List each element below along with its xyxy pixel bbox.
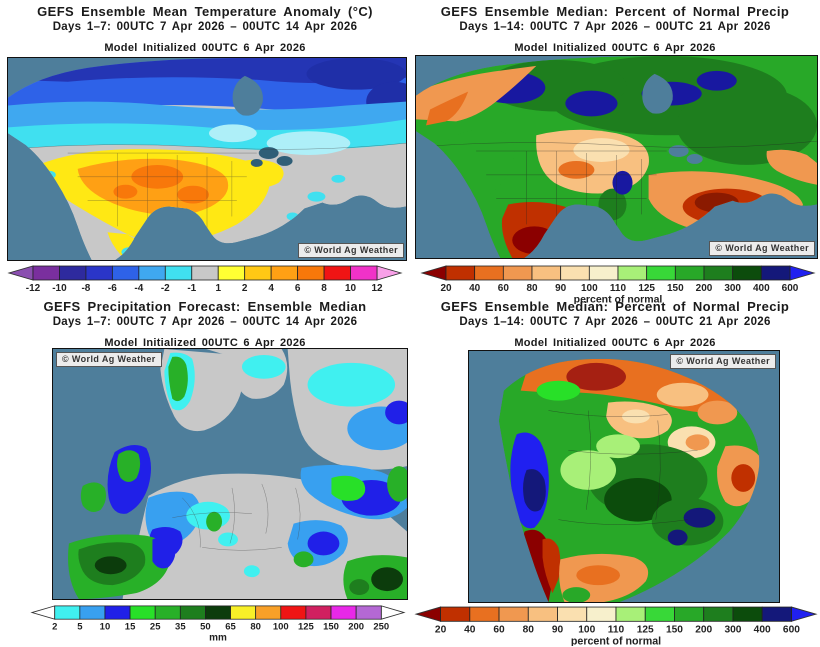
watermark-badge: © World Ag Weather bbox=[709, 241, 815, 256]
colorbar-graphic: 20 40 60 80 90 100 110 125 150 200 300 400 600 percen… bbox=[420, 265, 816, 305]
svg-text:400: 400 bbox=[753, 283, 770, 294]
europe-precip-map-graphic bbox=[53, 349, 407, 599]
svg-text:125: 125 bbox=[637, 625, 654, 636]
svg-text:200: 200 bbox=[348, 622, 364, 633]
svg-text:10: 10 bbox=[345, 283, 357, 294]
svg-text:15: 15 bbox=[125, 622, 136, 633]
svg-text:35: 35 bbox=[175, 622, 186, 633]
svg-text:600: 600 bbox=[782, 283, 799, 294]
svg-text:200: 200 bbox=[695, 625, 712, 636]
watermark-badge: © World Ag Weather bbox=[298, 243, 404, 258]
svg-text:300: 300 bbox=[724, 625, 741, 636]
percent-normal-colorbar: 20 40 60 80 90 100 110 125 150 200 300 400 600 percen… bbox=[420, 264, 816, 304]
svg-text:-2: -2 bbox=[161, 283, 170, 294]
svg-text:100: 100 bbox=[273, 622, 289, 633]
temperature-anomaly-map-graphic bbox=[8, 58, 406, 260]
svg-text:12: 12 bbox=[371, 283, 383, 294]
svg-text:-8: -8 bbox=[81, 283, 90, 294]
svg-text:percent of normal: percent of normal bbox=[571, 635, 661, 646]
svg-text:40: 40 bbox=[464, 625, 476, 636]
panel-sa-precip-percent: GEFS Ensemble Median: Percent of Normal … bbox=[410, 295, 820, 647]
svg-text:250: 250 bbox=[373, 622, 389, 633]
panel-subtitle: Days 1–7: 00UTC 7 Apr 2026 – 00UTC 14 Ap… bbox=[52, 316, 358, 328]
panel-title: GEFS Ensemble Median: Percent of Normal … bbox=[440, 4, 790, 19]
model-init-line: Model Initialized 00UTC 6 Apr 2026 bbox=[104, 337, 306, 349]
svg-text:-12: -12 bbox=[26, 283, 41, 294]
precip-percent-map-graphic bbox=[416, 56, 817, 258]
north-america-precip-map: © World Ag Weather bbox=[415, 55, 818, 259]
svg-text:125: 125 bbox=[638, 283, 655, 294]
svg-text:400: 400 bbox=[754, 625, 771, 636]
svg-text:125: 125 bbox=[298, 622, 315, 633]
panel-title: GEFS Ensemble Mean Temperature Anomaly (… bbox=[37, 4, 373, 19]
svg-text:65: 65 bbox=[225, 622, 236, 633]
svg-text:2: 2 bbox=[242, 283, 248, 294]
south-america-precip-map-graphic bbox=[469, 351, 779, 602]
svg-text:mm: mm bbox=[209, 633, 227, 642]
svg-text:100: 100 bbox=[581, 283, 598, 294]
svg-text:80: 80 bbox=[526, 283, 538, 294]
panel-subtitle: Days 1–7: 00UTC 7 Apr 2026 – 00UTC 14 Ap… bbox=[52, 21, 358, 33]
svg-text:80: 80 bbox=[250, 622, 261, 633]
svg-text:20: 20 bbox=[440, 283, 452, 294]
precip-mm-colorbar: 2 5 10 15 25 35 50 65 80 100 125 150 200 250 mm bbox=[30, 604, 406, 642]
watermark-badge: © World Ag Weather bbox=[56, 352, 162, 367]
model-init-line: Model Initialized 00UTC 6 Apr 2026 bbox=[514, 337, 716, 349]
model-init-line: Model Initialized 00UTC 6 Apr 2026 bbox=[514, 42, 716, 54]
svg-text:1: 1 bbox=[215, 283, 221, 294]
svg-text:110: 110 bbox=[610, 283, 627, 294]
panel-title: GEFS Precipitation Forecast: Ensemble Me… bbox=[43, 299, 367, 314]
svg-text:20: 20 bbox=[435, 625, 447, 636]
svg-text:8: 8 bbox=[321, 283, 327, 294]
colorbar-graphic: 20 40 60 80 90 100 110 125 150 200 300 400 600 percen… bbox=[414, 606, 818, 646]
svg-text:60: 60 bbox=[498, 283, 510, 294]
svg-text:6: 6 bbox=[295, 283, 301, 294]
svg-text:150: 150 bbox=[666, 625, 683, 636]
colorbar-graphic: -12 -10 -8 -6 -4 -2 -1 1 2 4 6 8 10 12 bbox=[7, 265, 403, 294]
svg-text:150: 150 bbox=[667, 283, 684, 294]
svg-text:60: 60 bbox=[493, 625, 505, 636]
svg-text:50: 50 bbox=[200, 622, 211, 633]
svg-text:4: 4 bbox=[268, 283, 274, 294]
north-america-temperature-map: © World Ag Weather bbox=[7, 57, 407, 261]
svg-text:150: 150 bbox=[323, 622, 339, 633]
panel-europe-precip: GEFS Precipitation Forecast: Ensemble Me… bbox=[0, 295, 410, 647]
panel-title: GEFS Ensemble Median: Percent of Normal … bbox=[440, 299, 790, 314]
panel-na-temp-anomaly: GEFS Ensemble Mean Temperature Anomaly (… bbox=[0, 0, 410, 295]
model-init-line: Model Initialized 00UTC 6 Apr 2026 bbox=[104, 42, 306, 54]
svg-text:-1: -1 bbox=[187, 283, 196, 294]
svg-text:-6: -6 bbox=[108, 283, 117, 294]
europe-precip-map: © World Ag Weather bbox=[52, 348, 408, 600]
svg-text:40: 40 bbox=[469, 283, 481, 294]
svg-text:5: 5 bbox=[77, 622, 83, 633]
percent-normal-colorbar-sa: 20 40 60 80 90 100 110 125 150 200 300 400 600 percen… bbox=[414, 605, 818, 646]
svg-text:80: 80 bbox=[523, 625, 535, 636]
svg-text:10: 10 bbox=[100, 622, 111, 633]
panel-na-precip-percent: GEFS Ensemble Median: Percent of Normal … bbox=[410, 0, 820, 304]
svg-text:100: 100 bbox=[578, 625, 595, 636]
panel-subtitle: Days 1–14: 00UTC 7 Apr 2026 – 00UTC 21 A… bbox=[459, 21, 771, 33]
temperature-anomaly-colorbar: -12 -10 -8 -6 -4 -2 -1 1 2 4 6 8 10 12 bbox=[7, 264, 403, 304]
svg-text:200: 200 bbox=[696, 283, 713, 294]
svg-text:90: 90 bbox=[555, 283, 567, 294]
south-america-precip-map: © World Ag Weather bbox=[468, 350, 780, 603]
svg-text:2: 2 bbox=[52, 622, 57, 633]
svg-text:-10: -10 bbox=[52, 283, 67, 294]
svg-text:25: 25 bbox=[150, 622, 161, 633]
svg-text:110: 110 bbox=[608, 625, 625, 636]
panel-subtitle: Days 1–14: 00UTC 7 Apr 2026 – 00UTC 21 A… bbox=[459, 316, 771, 328]
svg-text:600: 600 bbox=[783, 625, 800, 636]
watermark-badge: © World Ag Weather bbox=[670, 354, 776, 369]
svg-text:percent of normal: percent of normal bbox=[574, 294, 663, 305]
svg-text:300: 300 bbox=[724, 283, 741, 294]
svg-text:-4: -4 bbox=[134, 283, 143, 294]
svg-text:90: 90 bbox=[552, 625, 564, 636]
